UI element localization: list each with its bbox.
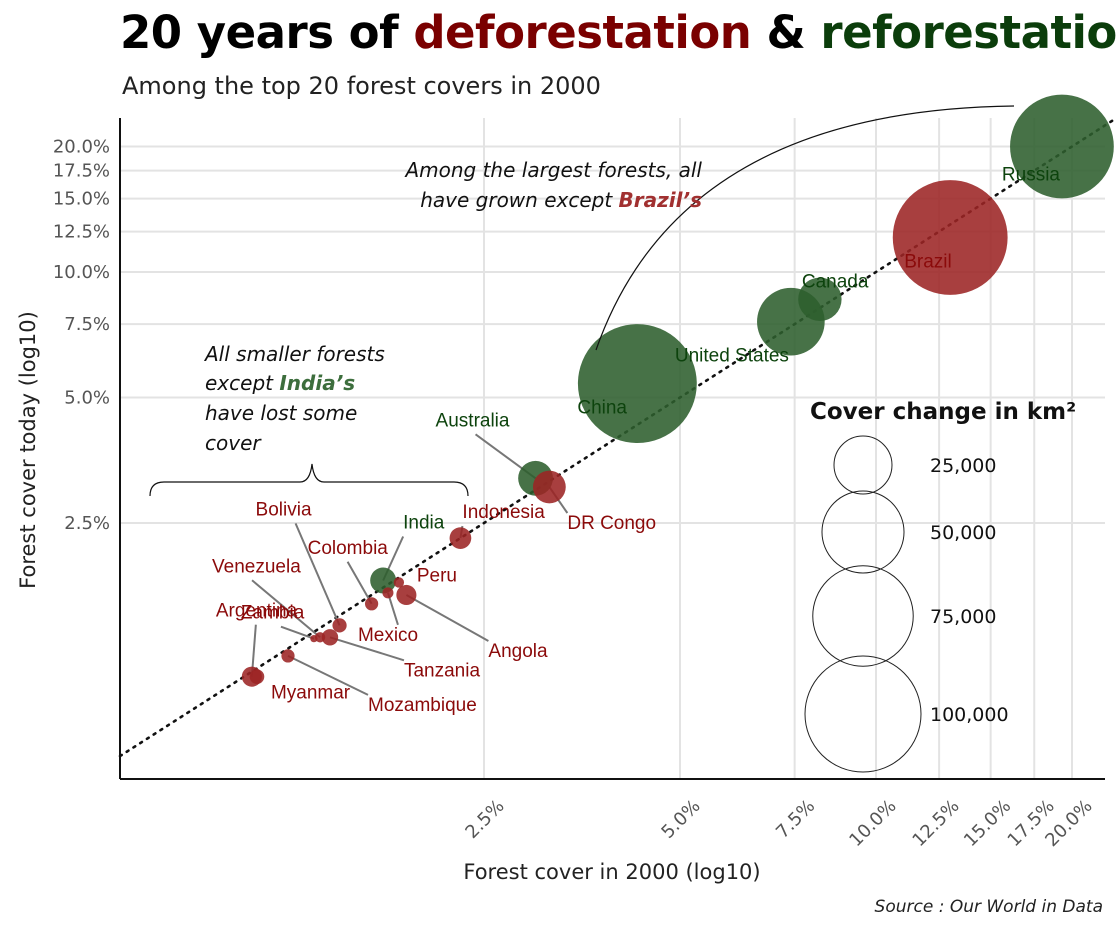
bubble-brazil	[892, 180, 1008, 295]
label-mozambique: Mozambique	[368, 695, 477, 716]
leader-line	[280, 625, 315, 640]
label-canada: Canada	[802, 271, 869, 292]
label-zambia: Zambia	[241, 603, 305, 624]
bubble-myanmar	[249, 669, 265, 684]
label-brazil: Brazil	[904, 251, 952, 272]
annotation-small-line2: except India’s	[205, 371, 355, 395]
bubble-mexico	[382, 587, 394, 599]
annotation-brace	[149, 463, 469, 497]
label-dr-congo: DR Congo	[567, 513, 656, 534]
size-legend-circle	[804, 655, 922, 773]
leader-line	[251, 579, 321, 639]
y-tick-label: 2.5%	[64, 513, 110, 534]
size-legend-label: 25,000	[930, 455, 996, 477]
label-angola: Angola	[488, 641, 548, 662]
x-tick-label: 5.0%	[657, 796, 704, 843]
bubble-india	[370, 567, 397, 594]
title-reforestation: reforestation	[820, 6, 1119, 59]
label-india: India	[403, 512, 445, 533]
y-tick-label: 7.5%	[64, 314, 110, 335]
x-axis-title: Forest cover in 2000 (log10)	[463, 860, 760, 884]
label-bolivia: Bolivia	[256, 499, 312, 520]
bubble-china	[577, 324, 697, 443]
bubble-venezuela	[314, 632, 326, 643]
label-colombia: Colombia	[308, 538, 389, 559]
label-mexico: Mexico	[358, 625, 418, 646]
annotation-small-line4: cover	[205, 431, 262, 455]
x-tick-label: 2.5%	[461, 796, 508, 843]
size-legend-title: Cover change in km²	[810, 399, 1076, 425]
label-china: China	[577, 398, 627, 419]
size-legend-circle	[812, 565, 914, 667]
source-note: Source : Our World in Data	[874, 897, 1103, 917]
leader-line	[386, 592, 399, 626]
size-legend-circle	[821, 490, 905, 574]
y-tick-label: 20.0%	[53, 137, 110, 158]
label-argentina: Argentina	[216, 601, 298, 622]
leader-line	[346, 561, 373, 605]
annotation-small-line3: have lost some	[205, 401, 357, 425]
bubble-tanzania	[321, 629, 339, 646]
x-tick-label: 15.0%	[960, 796, 1015, 851]
size-legend-label: 50,000	[930, 522, 996, 544]
bubble-bolivia	[332, 618, 347, 633]
label-united-states: United States	[675, 346, 789, 367]
annotation-arc	[595, 105, 1015, 351]
size-legend-label: 100,000	[930, 704, 1009, 726]
x-tick-label: 12.5%	[908, 796, 963, 851]
bubble-colombia	[364, 597, 379, 611]
size-legend-circle	[833, 435, 893, 495]
x-tick-label: 7.5%	[772, 796, 819, 843]
label-venezuela: Venezuela	[212, 556, 301, 577]
y-tick-label: 5.0%	[64, 388, 110, 409]
bubble-angola	[396, 584, 417, 606]
title-text: 20 years of	[120, 6, 414, 59]
leader-line	[405, 594, 489, 642]
chart-subtitle: Among the top 20 forest covers in 2000	[122, 72, 601, 100]
y-tick-label: 15.0%	[53, 189, 110, 210]
bubble-indonesia	[449, 527, 472, 549]
title-deforestation: deforestation	[413, 6, 752, 59]
leader-line	[287, 654, 369, 696]
leader-line	[294, 523, 341, 626]
annotation-large-line2: have grown except Brazil’s	[420, 188, 702, 212]
title-ampersand: &	[751, 6, 821, 59]
y-tick-label: 17.5%	[53, 161, 110, 182]
bubbles	[241, 94, 1114, 687]
y-tick-label: 10.0%	[53, 262, 110, 283]
bubble-canada	[798, 277, 842, 322]
bubble-zambia	[310, 634, 318, 643]
label-indonesia: Indonesia	[462, 502, 545, 523]
label-russia: Russia	[1002, 165, 1061, 186]
leader-line	[329, 636, 405, 662]
label-australia: Australia	[436, 410, 510, 431]
country-labels: Russia Brazil Canada United States China Aust…	[212, 165, 1060, 716]
label-peru: Peru	[417, 565, 457, 586]
label-tanzania: Tanzania	[404, 660, 480, 681]
y-axis-title: Forest cover today (log10)	[16, 311, 40, 589]
chart-title: 20 years of deforestation & reforestatio…	[120, 6, 1119, 59]
label-myanmar: Myanmar	[271, 683, 351, 704]
x-tick-label: 10.0%	[845, 796, 900, 851]
annotation-small-line1: All smaller forests	[203, 342, 385, 366]
bubble-dr-congo	[532, 470, 566, 504]
bubble-peru	[393, 577, 405, 588]
annotation-large-line1: Among the largest forests, all	[403, 158, 702, 182]
bubble-russia	[1010, 94, 1114, 199]
size-legend: Cover change in km² 25,000 50,000 75,000 10…	[804, 399, 1076, 773]
size-legend-label: 75,000	[930, 606, 996, 628]
y-tick-label: 12.5%	[53, 222, 110, 243]
bubble-mozambique	[281, 649, 295, 663]
